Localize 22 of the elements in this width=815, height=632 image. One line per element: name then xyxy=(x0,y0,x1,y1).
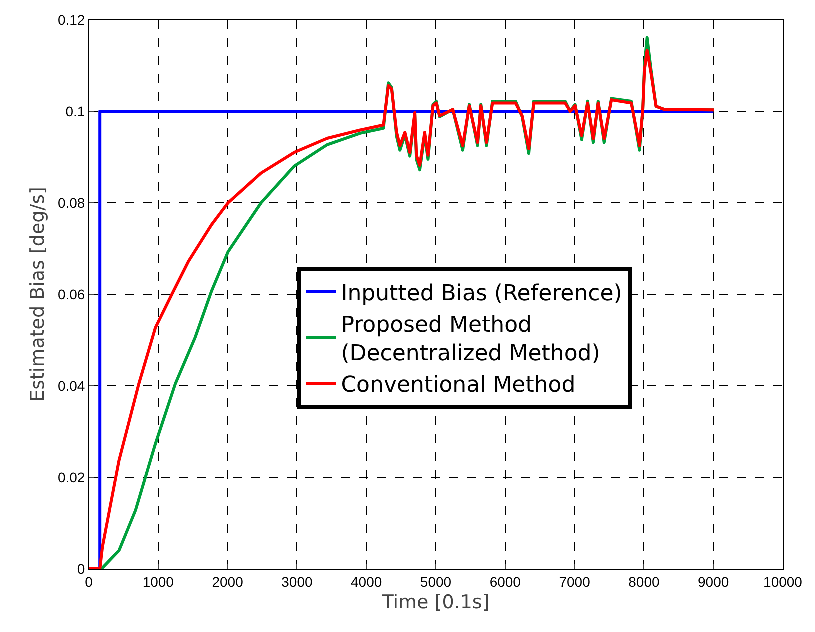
y-tick-label: 0.06 xyxy=(58,286,86,302)
x-tick-label: 5000 xyxy=(420,574,452,590)
legend-label: Inputted Bias (Reference) xyxy=(341,281,622,306)
y-tick-label: 0 xyxy=(77,560,86,577)
x-tick-label: 9000 xyxy=(698,574,730,590)
x-tick-label: 3000 xyxy=(282,574,313,590)
x-tick-label: 4000 xyxy=(351,574,382,590)
x-tick-label: 8000 xyxy=(628,574,660,590)
x-tick-label: 6000 xyxy=(490,574,522,590)
y-axis-title: Estimated Bias [deg/s] xyxy=(26,187,49,402)
legend-label: Proposed Method (Decentralized Method) xyxy=(341,313,600,367)
y-tick-label: 0.02 xyxy=(58,469,86,486)
x-tick-label: 10000 xyxy=(764,574,803,590)
y-tick-label: 0.12 xyxy=(58,12,86,28)
x-tick-label: 2000 xyxy=(212,574,244,590)
y-tick-label: 0.08 xyxy=(58,194,86,211)
x-tick-label: 1000 xyxy=(142,574,174,590)
y-tick-label: 0.1 xyxy=(66,103,86,120)
legend-label: Conventional Method xyxy=(341,373,576,398)
x-axis-title: Time [0.1s] xyxy=(381,592,490,614)
y-tick-label: 0.04 xyxy=(58,378,86,394)
x-tick-label: 7000 xyxy=(559,574,591,590)
